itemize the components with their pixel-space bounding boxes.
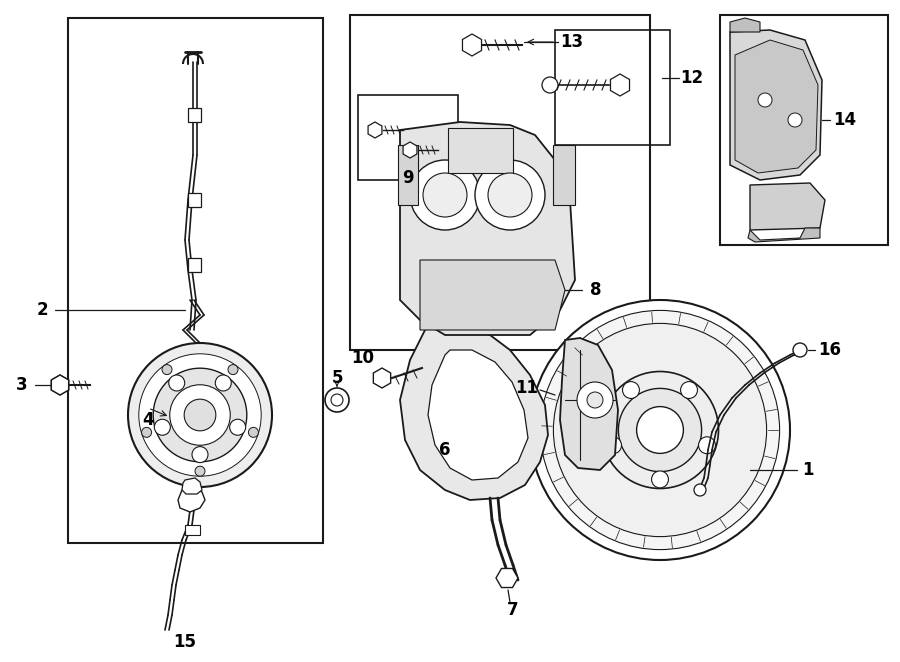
Text: 1: 1 — [802, 461, 814, 479]
Bar — [188, 193, 201, 207]
Polygon shape — [178, 488, 205, 512]
Circle shape — [325, 388, 349, 412]
Bar — [448, 128, 513, 173]
Text: 6: 6 — [439, 441, 451, 459]
Bar — [185, 525, 200, 535]
Polygon shape — [428, 350, 528, 480]
Circle shape — [540, 310, 779, 549]
Polygon shape — [560, 338, 618, 470]
Polygon shape — [400, 320, 548, 500]
Bar — [555, 30, 670, 145]
Circle shape — [554, 324, 767, 537]
Circle shape — [192, 447, 208, 463]
Polygon shape — [374, 368, 391, 388]
Text: 11: 11 — [516, 379, 538, 397]
Text: 10: 10 — [352, 349, 374, 367]
Circle shape — [577, 382, 613, 418]
Polygon shape — [182, 478, 202, 494]
Circle shape — [162, 365, 172, 375]
Text: 15: 15 — [174, 633, 196, 651]
Text: 5: 5 — [331, 369, 343, 387]
Circle shape — [331, 394, 343, 406]
Circle shape — [153, 368, 247, 462]
Circle shape — [758, 93, 772, 107]
Text: 7: 7 — [508, 601, 518, 619]
Circle shape — [215, 375, 231, 391]
Circle shape — [423, 173, 467, 217]
Circle shape — [410, 160, 480, 230]
Polygon shape — [403, 142, 417, 158]
Bar — [188, 108, 201, 122]
Text: 12: 12 — [680, 69, 704, 87]
Circle shape — [475, 160, 545, 230]
Circle shape — [128, 343, 272, 487]
Circle shape — [230, 419, 246, 435]
Circle shape — [530, 300, 790, 560]
Text: 4: 4 — [142, 411, 154, 429]
Polygon shape — [368, 122, 382, 138]
Bar — [720, 15, 888, 245]
Text: 9: 9 — [402, 169, 414, 187]
Text: 13: 13 — [561, 33, 583, 51]
Polygon shape — [51, 375, 68, 395]
Polygon shape — [400, 122, 575, 335]
Polygon shape — [730, 18, 760, 32]
Polygon shape — [496, 569, 518, 588]
Text: 16: 16 — [818, 341, 842, 359]
Circle shape — [228, 365, 238, 375]
Circle shape — [698, 437, 716, 453]
Circle shape — [694, 484, 706, 496]
Bar — [68, 18, 323, 543]
Circle shape — [168, 375, 184, 391]
Polygon shape — [610, 74, 629, 96]
Circle shape — [793, 343, 807, 357]
Circle shape — [788, 113, 802, 127]
Circle shape — [195, 466, 205, 476]
Bar — [188, 258, 201, 272]
Circle shape — [154, 419, 170, 435]
Polygon shape — [420, 260, 565, 330]
Polygon shape — [750, 183, 825, 230]
Polygon shape — [748, 228, 820, 242]
Circle shape — [542, 77, 558, 93]
Bar — [350, 15, 650, 350]
Text: 3: 3 — [16, 376, 28, 394]
Circle shape — [618, 389, 702, 471]
Circle shape — [488, 173, 532, 217]
Polygon shape — [730, 30, 822, 180]
Circle shape — [601, 371, 718, 489]
Circle shape — [248, 428, 258, 438]
Bar — [553, 145, 575, 205]
Polygon shape — [51, 375, 68, 395]
Text: 8: 8 — [590, 281, 602, 299]
Bar — [398, 145, 418, 205]
Text: 2: 2 — [36, 301, 48, 319]
Bar — [358, 95, 458, 180]
Circle shape — [680, 381, 698, 399]
Text: 14: 14 — [833, 111, 857, 129]
Polygon shape — [735, 40, 818, 173]
Circle shape — [170, 385, 230, 446]
Polygon shape — [463, 34, 482, 56]
Circle shape — [141, 428, 151, 438]
Circle shape — [184, 399, 216, 431]
Circle shape — [652, 471, 669, 488]
Circle shape — [139, 354, 261, 476]
Circle shape — [623, 381, 639, 399]
Circle shape — [636, 406, 683, 453]
Circle shape — [605, 437, 622, 453]
Circle shape — [587, 392, 603, 408]
Polygon shape — [167, 406, 183, 424]
